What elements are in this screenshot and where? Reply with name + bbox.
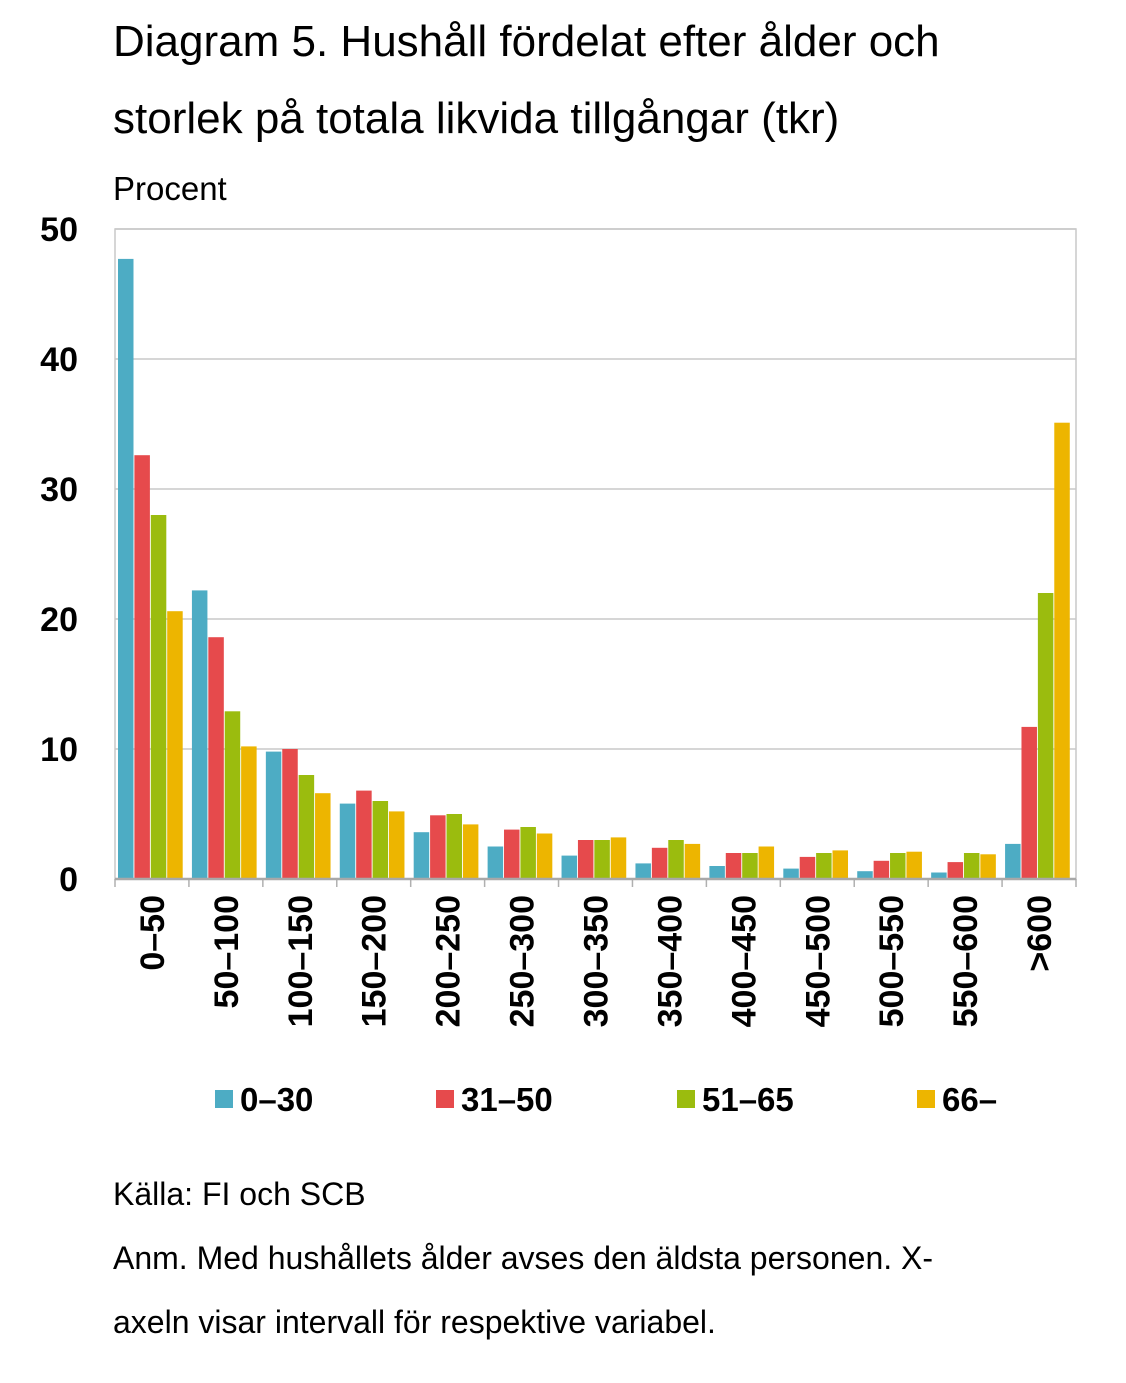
bar-31–50 [282, 749, 298, 879]
x-tick-label: 50–100 [208, 895, 246, 1008]
bar-0–30 [118, 258, 134, 879]
bar-51–65 [668, 840, 684, 879]
legend-label: 31–50 [461, 1081, 553, 1118]
bar-66– [832, 850, 849, 879]
y-tick-label: 30 [40, 471, 78, 509]
bar-51–65 [372, 801, 389, 879]
bar-0–30 [561, 855, 578, 879]
bar-31–50 [873, 860, 890, 879]
x-tick-label: 400–450 [725, 895, 763, 1027]
bar-51–65 [963, 853, 980, 879]
y-tick-label: 10 [40, 731, 78, 769]
source-text: Källa: FI och SCB [113, 1176, 366, 1212]
y-tick-label: 20 [40, 601, 78, 639]
bar-66– [315, 793, 331, 879]
x-tick-label: 250–300 [504, 895, 542, 1027]
bar-31–50 [504, 829, 520, 879]
bar-31–50 [1021, 726, 1037, 879]
bar-51–65 [890, 853, 906, 879]
chart-title-line-1: Diagram 5. Hushåll fördelat efter ålder … [113, 17, 940, 66]
bar-0–30 [857, 871, 873, 879]
legend-swatch [215, 1090, 233, 1108]
x-tick-label: 350–400 [651, 895, 689, 1027]
bar-66– [758, 846, 775, 879]
x-tick-label: >600 [1021, 895, 1059, 972]
bar-66– [167, 611, 183, 879]
x-tick-label: 0–50 [134, 895, 172, 971]
y-tick-label: 40 [40, 341, 78, 379]
x-tick-label: 450–500 [799, 895, 837, 1027]
bar-51–65 [1037, 593, 1054, 879]
bar-31–50 [651, 847, 668, 879]
note-line-1: Anm. Med hushållets ålder avses den älds… [113, 1240, 934, 1276]
bar-0–30 [191, 590, 208, 879]
legend-swatch [436, 1090, 454, 1108]
bar-0–30 [1005, 843, 1021, 879]
bar-51–65 [816, 853, 832, 879]
plot-area-border [114, 228, 1077, 880]
legend-label: 51–65 [702, 1081, 794, 1118]
bar-66– [241, 746, 257, 879]
bar-31–50 [799, 856, 816, 879]
bar-51–65 [520, 827, 536, 879]
x-tick-label: 100–150 [282, 895, 320, 1027]
bar-31–50 [356, 790, 372, 879]
legend-swatch [677, 1090, 695, 1108]
bar-0–30 [635, 863, 651, 879]
chart-title-line-2: storlek på totala likvida tillgångar (tk… [113, 94, 840, 143]
legend-label: 0–30 [240, 1081, 313, 1118]
bar-0–30 [487, 846, 504, 879]
bar-31–50 [134, 455, 150, 879]
bar-66– [536, 833, 553, 879]
bar-66– [462, 824, 479, 879]
bar-66– [1054, 422, 1070, 879]
bar-66– [388, 811, 405, 879]
bar-31–50 [208, 637, 224, 879]
legend-swatch [917, 1090, 935, 1108]
bar-66– [610, 837, 627, 879]
bar-0–30 [709, 866, 725, 879]
bar-66– [906, 851, 922, 879]
bar-0–30 [783, 868, 799, 879]
x-tick-label: 550–600 [947, 895, 985, 1027]
note-line-2: axeln visar intervall för respektive var… [113, 1304, 716, 1340]
bar-51–65 [594, 840, 610, 879]
bar-51–65 [224, 711, 241, 879]
bar-31–50 [947, 862, 964, 879]
legend-label: 66– [942, 1081, 997, 1118]
bar-0–30 [339, 803, 356, 879]
bar-0–30 [931, 872, 947, 879]
bar-31–50 [430, 815, 446, 879]
bar-66– [684, 843, 701, 879]
bar-0–30 [413, 832, 430, 879]
bar-31–50 [577, 840, 594, 879]
y-axis-label: Procent [113, 170, 227, 207]
x-tick-label: 300–350 [578, 895, 616, 1027]
bar-0–30 [265, 751, 282, 879]
x-tick-label: 150–200 [356, 895, 394, 1027]
x-tick-label: 200–250 [430, 895, 468, 1027]
bar-51–65 [742, 853, 758, 879]
bar-66– [980, 854, 996, 879]
y-tick-label: 50 [40, 211, 78, 249]
bar-51–65 [446, 814, 462, 879]
bar-51–65 [298, 775, 315, 879]
y-tick-label: 0 [59, 861, 78, 899]
x-tick-label: 500–550 [873, 895, 911, 1027]
bar-31–50 [725, 853, 742, 879]
bar-51–65 [150, 515, 167, 879]
